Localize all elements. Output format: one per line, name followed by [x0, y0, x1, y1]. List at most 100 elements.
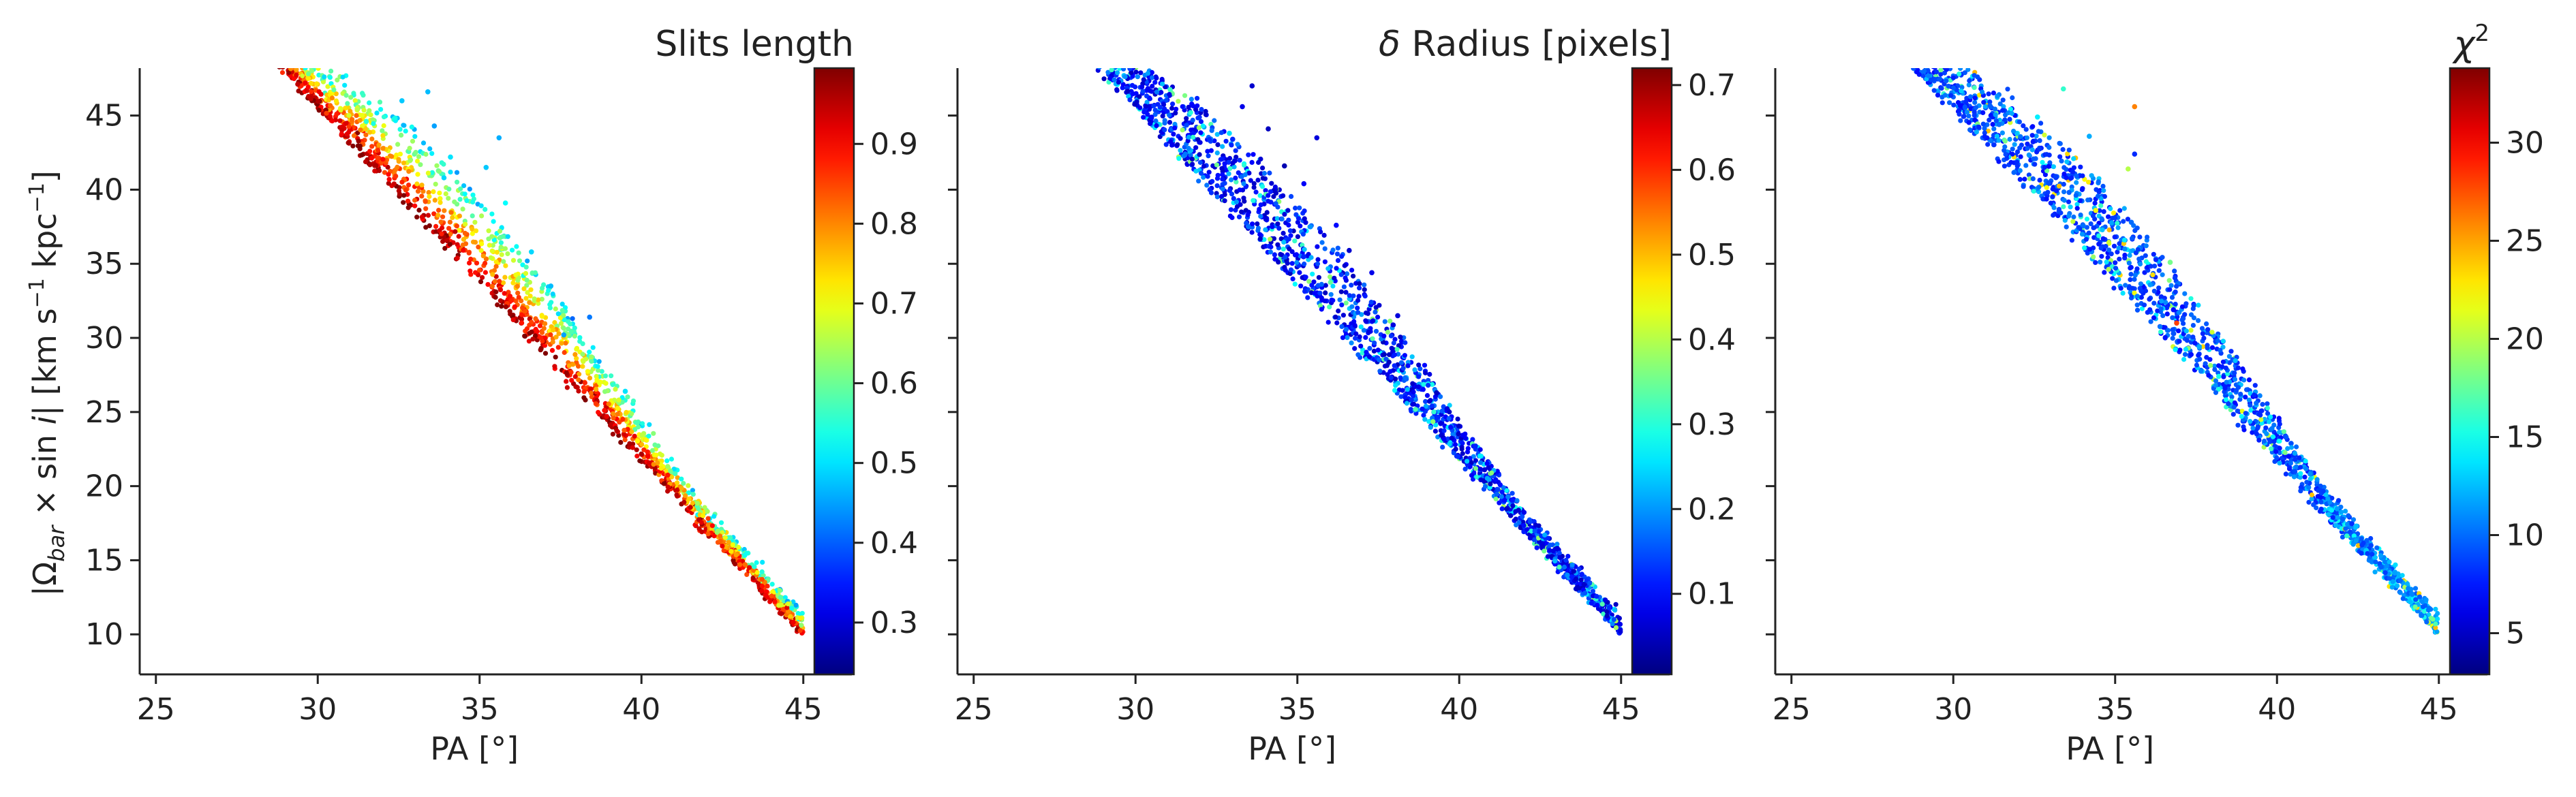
scatter-point [360, 112, 365, 118]
scatter-point [1531, 537, 1537, 542]
scatter-point [2183, 347, 2188, 352]
scatter-point [1131, 57, 1136, 61]
scatter-point-sparse [1227, 130, 1232, 136]
scatter-point [2125, 217, 2130, 222]
scatter-point [1961, 114, 1967, 119]
scatter-point [576, 377, 581, 383]
scatter-point [363, 126, 368, 132]
scatter-point [1160, 81, 1165, 87]
scatter-point [377, 168, 382, 174]
scatter-point [2064, 175, 2069, 181]
scatter-point [1982, 104, 1988, 109]
scatter-point [1149, 115, 1154, 121]
scatter-point [562, 349, 567, 356]
scatter-point [2014, 159, 2020, 165]
scatter-point [1445, 436, 1451, 441]
scatter-point [2070, 219, 2076, 224]
scatter-point [1438, 394, 1443, 399]
scatter-point [1932, 63, 1937, 68]
scatter-point [2097, 208, 2102, 213]
scatter-point [2169, 295, 2175, 300]
scatter-point [1233, 179, 1239, 185]
scatter-point [1473, 443, 1478, 449]
scatter-point [1929, 46, 1934, 50]
scatter-point [2134, 302, 2140, 308]
scatter-point [1118, 59, 1123, 63]
scatter-point [1542, 532, 1548, 538]
scatter-point [2220, 359, 2226, 364]
scatter-point [722, 535, 728, 540]
scatter-point [654, 452, 659, 458]
scatter-point [508, 311, 513, 317]
scatter-point [455, 255, 460, 261]
y-tick-label: 20 [85, 469, 123, 504]
scatter-point [2336, 498, 2342, 503]
scatter-point [2309, 492, 2314, 498]
scatter-point [2235, 365, 2241, 371]
scatter-point [281, 42, 286, 46]
scatter-point [2093, 260, 2098, 265]
scatter-point [315, 57, 320, 61]
scatter-point [1373, 328, 1379, 334]
scatter-point [1534, 545, 1539, 550]
scatter-point [566, 363, 572, 369]
scatter-point [1430, 419, 1436, 424]
scatter-point [420, 140, 427, 146]
scatter-point [611, 411, 616, 416]
scatter-point [2288, 441, 2294, 446]
scatter-point [1101, 59, 1105, 64]
scatter-point [2134, 266, 2140, 272]
scatter-point [1220, 144, 1225, 149]
scatter-point [1109, 60, 1114, 65]
y-tick-label: 25 [85, 395, 123, 430]
scatter-point [281, 63, 286, 67]
scatter-point [2254, 431, 2259, 437]
scatter-point [1918, 52, 1922, 57]
scatter-point [452, 199, 457, 204]
scatter-point [2062, 217, 2068, 223]
scatter-point [1182, 151, 1188, 157]
scatter-point [380, 128, 385, 134]
scatter-point-sparse [1282, 163, 1287, 169]
scatter-point [460, 206, 465, 212]
scatter-point [1111, 54, 1116, 59]
scatter-point [2078, 213, 2083, 218]
scatter-point [374, 110, 380, 116]
scatter-point [491, 219, 496, 224]
scatter-point [1477, 453, 1482, 459]
y-tick-label: 15 [85, 543, 123, 578]
scatter-point [1097, 56, 1101, 61]
scatter-point [1295, 216, 1302, 221]
scatter-point [2137, 234, 2143, 240]
scatter-point [2188, 312, 2194, 317]
scatter-point [2000, 108, 2006, 113]
scatter-point [493, 274, 499, 279]
scatter-point [2065, 151, 2070, 157]
scatter-point [1493, 496, 1499, 502]
scatter-point [2129, 236, 2135, 241]
scatter-point [690, 500, 696, 506]
scatter-point-sparse [1188, 110, 1193, 116]
scatter-point [549, 300, 554, 305]
scatter-point [1936, 55, 1941, 60]
scatter-point [482, 260, 488, 266]
scatter-point [1389, 345, 1394, 351]
scatter-point [1266, 198, 1271, 204]
scatter-point [617, 420, 622, 425]
scatter-point [350, 143, 356, 149]
scatter-point [779, 602, 784, 608]
scatter-point [1569, 574, 1574, 580]
scatter-point [516, 294, 521, 300]
y-tick-label: 10 [85, 617, 123, 652]
scatter-point [1360, 350, 1365, 356]
scatter-point [2170, 327, 2175, 332]
scatter-point [1146, 106, 1152, 112]
scatter-point [1545, 535, 1550, 541]
scatter-point [381, 114, 387, 120]
scatter-point [1205, 174, 1210, 179]
scatter-point [1444, 406, 1450, 411]
scatter-point [1095, 53, 1100, 58]
scatter-point [1460, 451, 1465, 456]
scatter-point [2145, 234, 2150, 240]
scatter-point [694, 501, 700, 506]
